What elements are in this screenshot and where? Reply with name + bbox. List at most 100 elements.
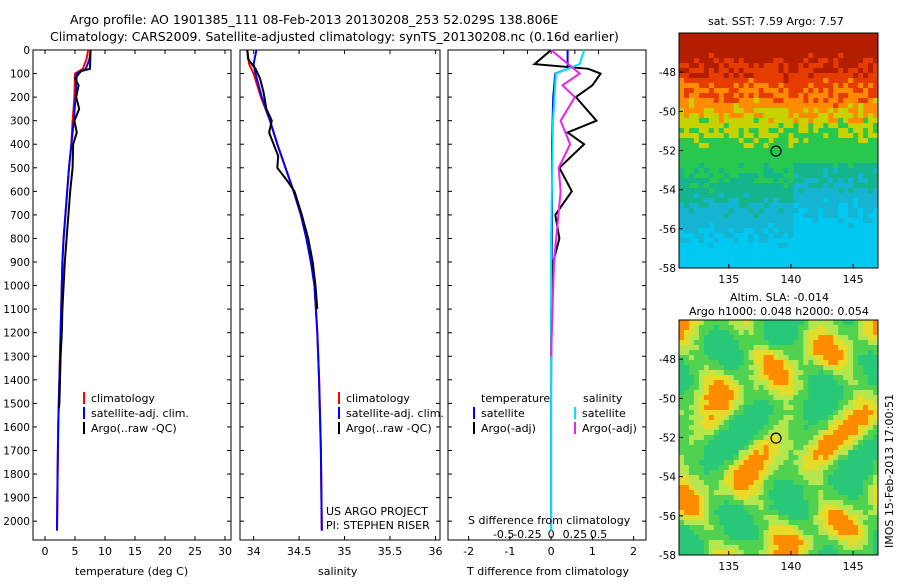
map-cell — [683, 370, 690, 376]
map-cell — [833, 218, 839, 224]
map-cell — [753, 325, 760, 331]
map-cell — [873, 480, 879, 486]
map-cell — [743, 33, 750, 39]
map-cell — [833, 500, 839, 506]
map-cell — [738, 173, 745, 179]
map-cell — [858, 450, 864, 456]
map-cell — [798, 143, 804, 149]
map-cell — [743, 128, 750, 134]
map-cell — [713, 198, 720, 204]
map-cell — [679, 355, 685, 361]
map-cell — [773, 158, 779, 164]
map-cell — [853, 253, 859, 259]
map-cell — [733, 355, 740, 361]
map-cell — [818, 550, 824, 556]
map-cell — [708, 203, 715, 209]
map-cell — [728, 103, 735, 109]
map-cell — [763, 530, 769, 536]
map-cell — [818, 118, 824, 124]
map-cell — [738, 83, 745, 89]
map-cell — [698, 400, 705, 406]
map-cell — [763, 535, 769, 541]
map-cell — [788, 123, 794, 129]
map-cell — [808, 218, 814, 224]
map-cell — [703, 243, 710, 249]
map-cell — [778, 440, 784, 446]
map-cell — [778, 98, 784, 104]
map-cell — [833, 465, 839, 471]
map-cell — [679, 108, 685, 114]
map-cell — [803, 510, 809, 516]
map-cell — [858, 530, 864, 536]
map-cell — [793, 113, 799, 119]
map-cell — [818, 138, 824, 144]
argo-position-marker — [770, 145, 782, 157]
map-cell — [868, 128, 874, 134]
map-cell — [723, 163, 730, 169]
map-cell — [793, 365, 799, 371]
map-cell — [798, 43, 804, 49]
map-cell — [773, 238, 779, 244]
map-cell — [798, 520, 804, 526]
legend-label-satellite: satellite-adj. clim. — [91, 407, 189, 420]
map-cell — [823, 203, 829, 209]
map-cell — [818, 535, 824, 541]
map-cell — [698, 188, 705, 194]
map-cell — [858, 365, 864, 371]
map-cell — [838, 148, 844, 154]
map-cell — [693, 495, 700, 501]
map-cell — [753, 123, 760, 129]
map-cell — [679, 480, 685, 486]
map-cell — [858, 385, 864, 391]
map-cell — [758, 243, 764, 249]
map-cell — [808, 133, 814, 139]
map-cell — [698, 335, 705, 341]
map-cell — [848, 425, 854, 431]
map-cell — [693, 183, 700, 189]
map-cell — [718, 425, 725, 431]
map-cell — [783, 238, 789, 244]
map-cell — [688, 188, 695, 194]
map-cell — [863, 168, 869, 174]
map-cell — [723, 330, 730, 336]
map-cell — [733, 370, 740, 376]
map-cell — [718, 188, 725, 194]
map-cell — [828, 248, 834, 254]
map-cell — [688, 420, 695, 426]
map-cell — [713, 103, 720, 109]
map-cell — [788, 53, 794, 59]
map-cell — [838, 405, 844, 411]
map-cell — [818, 365, 824, 371]
map-cell — [798, 48, 804, 54]
map-cell — [813, 415, 819, 421]
map-cell — [728, 545, 735, 551]
map-cell — [788, 138, 794, 144]
map-cell — [858, 500, 864, 506]
map-cell — [743, 178, 750, 184]
map-cell — [768, 158, 774, 164]
map-cell — [848, 253, 854, 259]
map-cell — [863, 258, 869, 264]
map-cell — [813, 350, 819, 356]
map-cell — [783, 350, 789, 356]
map-cell — [693, 385, 700, 391]
map-cell — [713, 168, 720, 174]
map-cell — [688, 183, 695, 189]
map-cell — [868, 233, 874, 239]
map-cell — [733, 178, 740, 184]
map-cell — [848, 515, 854, 521]
map-cell — [743, 73, 750, 79]
map-cell — [838, 53, 844, 59]
map-cell — [808, 148, 814, 154]
map-cell — [713, 425, 720, 431]
map-cell — [863, 83, 869, 89]
map-cell — [708, 133, 715, 139]
map-cell — [858, 545, 864, 551]
map-cell — [748, 325, 755, 331]
map-cell — [718, 480, 725, 486]
map-cell — [733, 520, 740, 526]
map-cell — [713, 263, 720, 269]
map-cell — [788, 73, 794, 79]
map-cell — [713, 138, 720, 144]
map-cell — [683, 93, 690, 99]
